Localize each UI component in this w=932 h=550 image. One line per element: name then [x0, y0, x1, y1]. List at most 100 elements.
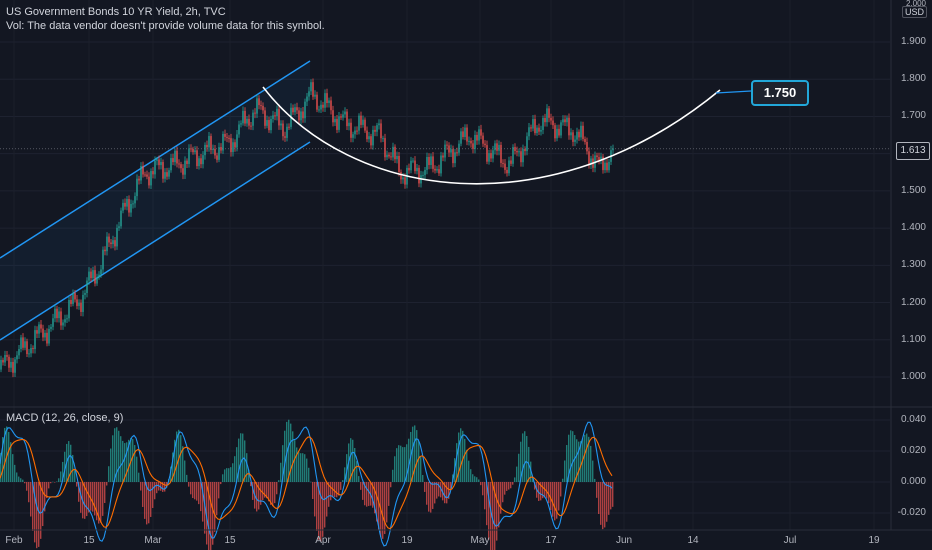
candle-body [568, 117, 570, 136]
candle-body [322, 104, 324, 108]
candle-body [110, 242, 112, 245]
macd-histogram-bar [464, 438, 466, 482]
macd-histogram-bar [296, 447, 298, 482]
time-tick: 19 [868, 535, 880, 546]
candle-body [446, 144, 448, 146]
candle-body [480, 129, 482, 136]
candle-body [292, 107, 294, 113]
candle-body [50, 326, 52, 329]
macd-histogram-bar [92, 482, 94, 512]
candle-body [142, 165, 144, 175]
candle-body [426, 156, 428, 170]
candle-body [356, 130, 358, 132]
macd-histogram-bar [478, 479, 480, 482]
candle-body [402, 177, 404, 180]
macd-histogram-bar [24, 482, 26, 484]
candle-body [272, 115, 274, 119]
macd-histogram-bar [80, 482, 82, 513]
macd-histogram-bar [326, 482, 328, 517]
candle-body [612, 148, 614, 151]
macd-histogram-bar [450, 482, 452, 489]
macd-histogram-bar [430, 482, 432, 513]
candle-body [578, 131, 580, 138]
candle-body [140, 165, 142, 181]
candle-body [380, 123, 382, 139]
macd-histogram-bar [476, 477, 478, 482]
candle-body [460, 131, 462, 144]
candle-body [252, 112, 254, 126]
candle-body [462, 131, 464, 138]
candle-body [220, 147, 222, 151]
time-tick: May [470, 535, 490, 546]
macd-histogram-bar [198, 482, 200, 505]
macd-histogram-bar [366, 482, 368, 507]
macd-histogram-bar [102, 482, 104, 516]
candle-body [18, 349, 20, 356]
candle-body [350, 122, 352, 138]
macd-histogram-bar [76, 482, 78, 487]
candle-body [336, 118, 338, 130]
macd-histogram-bar [556, 482, 558, 519]
macd-histogram-bar [188, 482, 190, 487]
candle-body [224, 133, 226, 137]
candle-body [70, 299, 72, 304]
macd-histogram-bar [564, 460, 566, 482]
macd-histogram-bar [88, 482, 90, 513]
macd-histogram-bar [502, 482, 504, 503]
macd-histogram-bar [396, 448, 398, 482]
macd-histogram-bar [416, 430, 418, 482]
macd-histogram-bar [208, 482, 210, 550]
macd-histogram-bar [336, 482, 338, 498]
time-tick: 19 [401, 535, 413, 546]
macd-histogram-bar [124, 443, 126, 482]
macd-histogram-bar [174, 439, 176, 482]
macd-histogram-bar [510, 482, 512, 489]
candle-body [158, 159, 160, 166]
symbol-legend[interactable]: US Government Bonds 10 YR Yield, 2h, TVC [6, 6, 226, 18]
candle-body [136, 178, 138, 197]
macd-histogram-bar [244, 440, 246, 482]
macd-tick: 0.040 [900, 414, 926, 425]
macd-histogram-bar [456, 443, 458, 482]
candle-body [556, 128, 558, 139]
macd-legend[interactable]: MACD (12, 26, close, 9) [6, 412, 124, 424]
macd-histogram-bar [110, 448, 112, 482]
time-tick: 14 [687, 535, 699, 546]
macd-histogram-bar [78, 482, 80, 502]
macd-histogram-bar [568, 434, 570, 482]
target-price-callout[interactable]: 1.750 [751, 80, 809, 106]
macd-histogram-bar [548, 482, 550, 504]
macd-histogram-bar [294, 440, 296, 482]
macd-histogram-bar [128, 439, 130, 482]
candle-body [410, 160, 412, 171]
candle-body [552, 120, 554, 126]
candle-body [544, 117, 546, 123]
macd-histogram-bar [470, 469, 472, 482]
macd-histogram-bar [446, 482, 448, 504]
candle-body [218, 147, 220, 160]
macd-histogram-bar [504, 482, 506, 495]
macd-histogram-bar [104, 482, 106, 504]
macd-histogram-bar [340, 482, 342, 490]
candle-body [414, 160, 416, 172]
candle-body [512, 147, 514, 164]
macd-histogram-bar [382, 482, 384, 539]
candle-body [542, 117, 544, 130]
macd-histogram-bar [270, 482, 272, 505]
candle-body [546, 108, 548, 123]
macd-histogram-bar [506, 482, 508, 491]
candle-body [230, 138, 232, 153]
macd-histogram-bar [190, 482, 192, 495]
macd-histogram-bar [246, 453, 248, 482]
macd-histogram-bar [2, 437, 4, 482]
candle-body [228, 137, 230, 139]
macd-histogram-bar [578, 441, 580, 482]
candle-body [238, 124, 240, 135]
macd-histogram-bar [224, 469, 226, 482]
macd-histogram-bar [414, 425, 416, 482]
macd-histogram-bar [184, 460, 186, 482]
candle-body [326, 93, 328, 104]
candle-body [312, 82, 314, 97]
currency-badge[interactable]: USD [902, 6, 928, 18]
